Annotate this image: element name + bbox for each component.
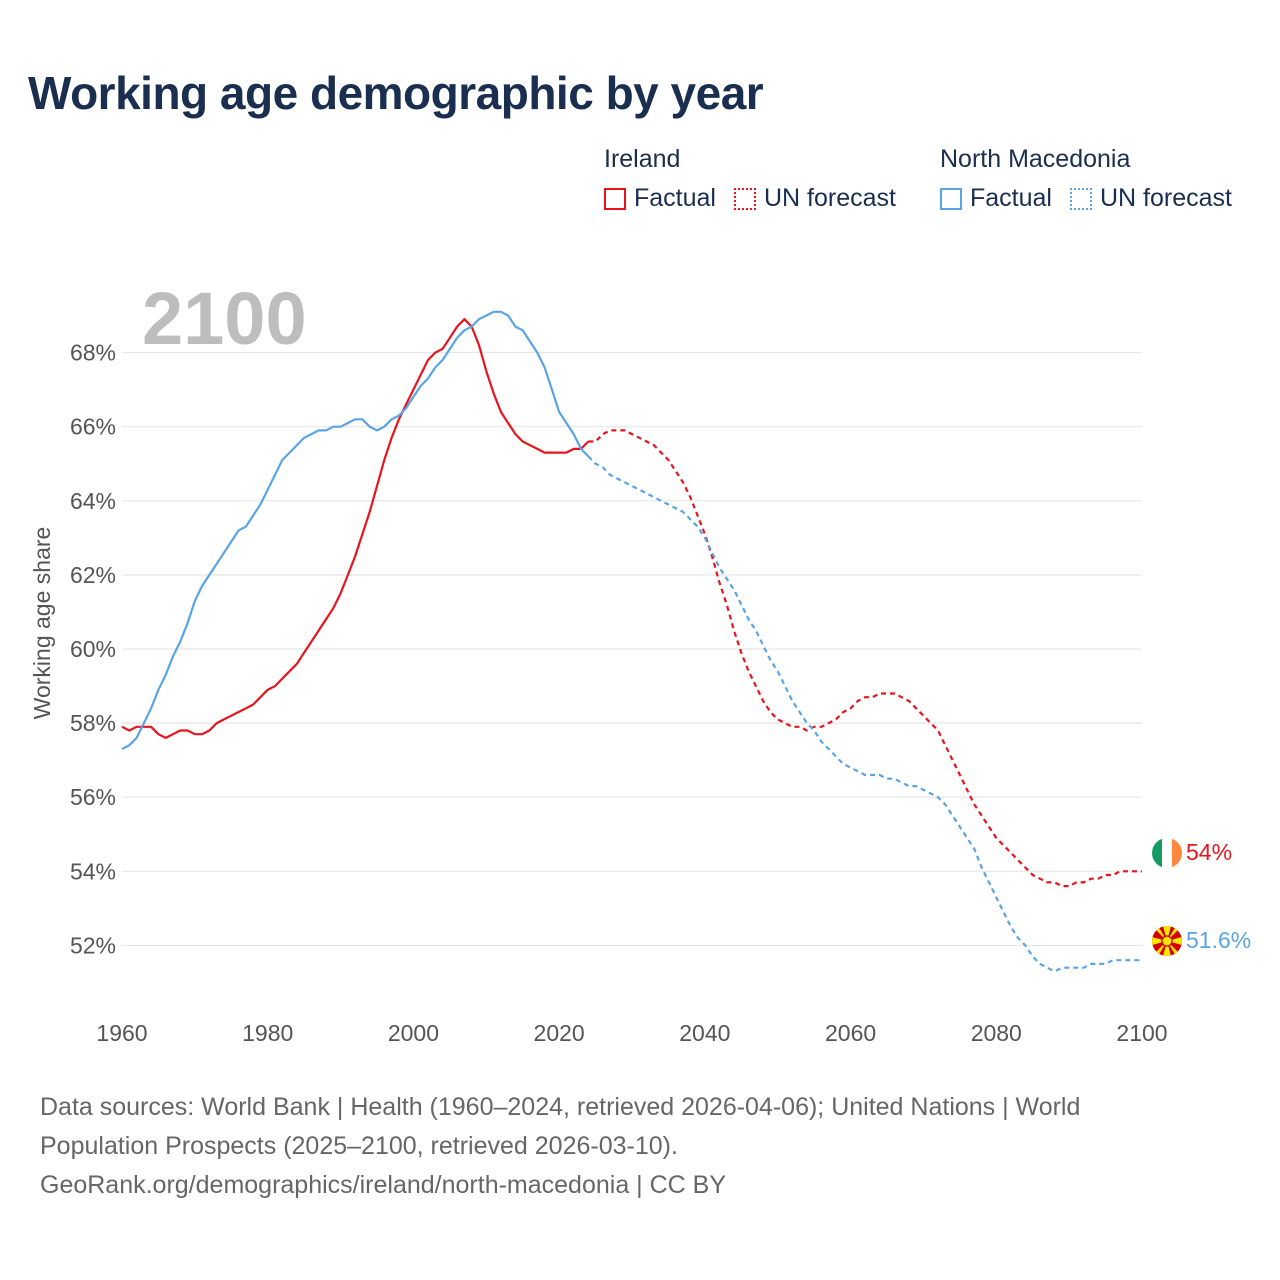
line-chart: 2100 52% 54% 56% 58% 60% 62% 64% 66% 68% 1960 198… [29,277,1251,1046]
x-tick-label: 2040 [679,1020,730,1046]
footer-source: Data sources: World Bank | Health (1960–… [40,1088,1240,1205]
y-tick-label: 68% [70,340,116,366]
legend-group-title: North Macedonia [940,145,1131,173]
x-tick-label: 2080 [971,1020,1022,1046]
legend-group-north-macedonia: North Macedonia Factual UN forecast [940,145,1250,213]
y-tick-label: 64% [70,488,116,514]
legend-group-ireland: Ireland Factual UN forecast [604,145,914,213]
x-tick-label: 2000 [388,1020,439,1046]
north-macedonia-forecast-line [587,455,1142,973]
y-tick-label: 60% [70,636,116,662]
x-tick-label: 2020 [534,1020,585,1046]
footer-line: GeoRank.org/demographics/ireland/north-m… [40,1171,727,1199]
chart-title: Working age demographic by year [28,67,764,119]
footer-line: Population Prospects (2025–2100, retriev… [40,1132,678,1160]
north-macedonia-flag-icon [1152,926,1182,956]
ireland-forecast-line [588,429,1142,888]
legend-item-ireland-factual[interactable]: Factual [604,184,716,213]
x-tick-label: 2060 [825,1020,876,1046]
y-tick-label: 56% [70,784,116,810]
legend-label: UN forecast [763,184,896,212]
legend-swatch [733,187,756,210]
legend-label: Factual [970,184,1052,212]
north-macedonia-factual-line [121,310,590,750]
legend-label: Factual [634,184,716,212]
end-label-ireland: 54% [1186,839,1232,865]
legend-item-ireland-forecast[interactable]: UN forecast [733,184,896,213]
legend-swatch [1069,187,1092,210]
y-tick-label: 58% [70,710,116,736]
x-tick-label: 2100 [1116,1020,1167,1046]
y-tick-label: 52% [70,932,116,958]
y-tick-label: 66% [70,414,116,440]
legend-item-north-macedonia-factual[interactable]: Factual [940,184,1052,213]
end-label-north-macedonia: 51.6% [1186,927,1251,953]
legend-group-title: Ireland [604,145,681,173]
legend-swatch [940,187,962,210]
y-tick-label: 62% [70,562,116,588]
footer-line: Data sources: World Bank | Health (1960–… [40,1093,1081,1121]
ireland-flag-icon [1152,838,1182,868]
legend-swatch [604,187,626,210]
x-tick-label: 1960 [96,1020,147,1046]
y-axis-label: Working age share [29,527,55,720]
legend-item-north-macedonia-forecast[interactable]: UN forecast [1069,184,1232,213]
x-tick-label: 1980 [242,1020,293,1046]
legend-label: UN forecast [1099,184,1232,212]
year-overlay: 2100 [142,277,307,360]
y-tick-label: 54% [70,858,116,884]
ireland-factual-line [121,318,590,739]
